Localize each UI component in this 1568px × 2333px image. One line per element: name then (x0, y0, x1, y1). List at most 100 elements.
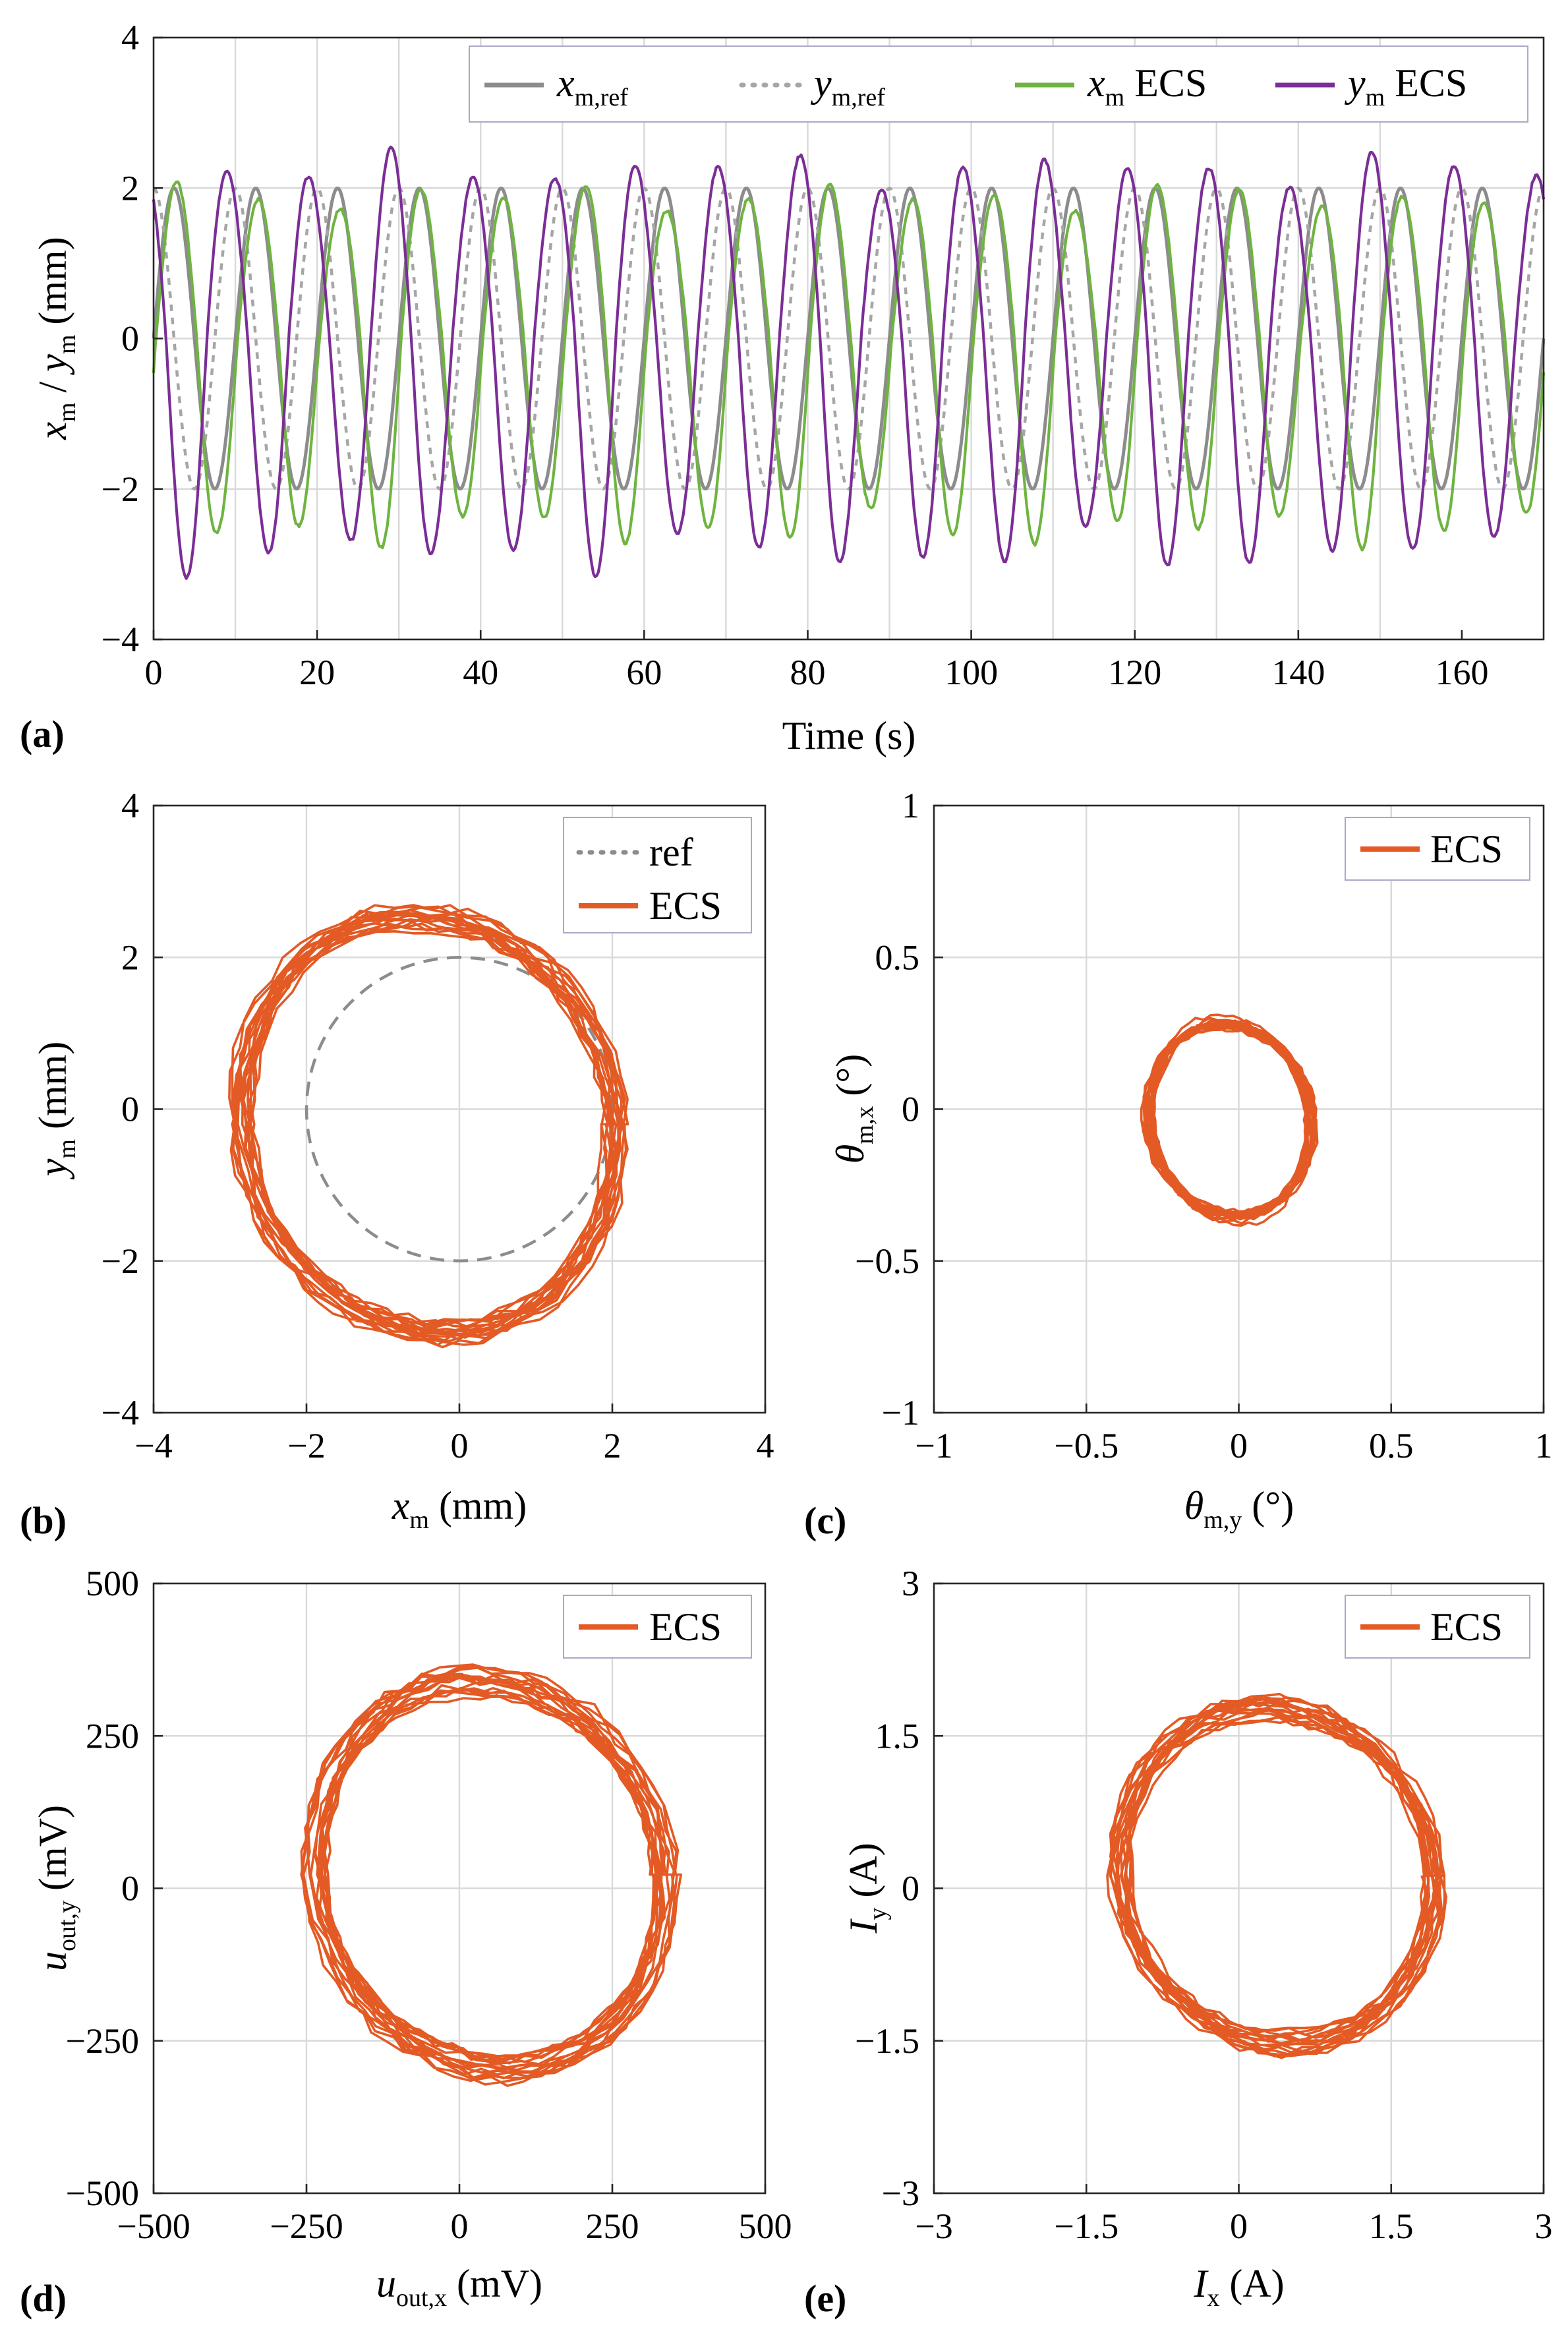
panel-b: −4 −2 0 2 4 −4 −2 0 2 4 ref ECS xm (mm) ym (mm) (… (20, 786, 774, 1542)
panel-b-letter: (b) (20, 1499, 67, 1542)
legend-label-ecs: ECS (1430, 827, 1503, 871)
x-tick-label: −500 (117, 2206, 190, 2246)
y-tick-label: 3 (902, 1564, 919, 1603)
y-tick-label: −2 (102, 1241, 139, 1281)
x-tick-label: −1.5 (1054, 2206, 1118, 2246)
legend-label-y-ecs: ym ECS (1344, 61, 1467, 111)
y-tick-label: 2 (121, 937, 139, 977)
panel-e: −3 −1.5 0 1.5 3 −3 −1.5 0 1.5 3 ECS Ix (A) Iy (A)… (804, 1564, 1553, 2320)
legend-label-ecs: ECS (649, 1605, 722, 1649)
panel-c: −1 −0.5 0 0.5 1 −1 −0.5 0 0.5 1 ECS θm,y (°) θm,x… (804, 786, 1553, 1542)
panel-a-ylabel: xm / ym (mm) (31, 237, 81, 440)
y-tick-label: −3 (882, 2173, 919, 2213)
x-tick-label: 120 (1108, 653, 1161, 692)
y-tick-label: 0.5 (875, 937, 920, 977)
x-tick-label: 1.5 (1369, 2206, 1414, 2246)
panel-d-ylabel: uout,y (mV) (31, 1805, 81, 1971)
x-tick-label: 140 (1271, 653, 1325, 692)
x-tick-label: −1 (915, 1426, 952, 1465)
legend-label-x-ecs: xm ECS (1087, 61, 1207, 111)
y-tick-label: 1.5 (875, 1716, 920, 1756)
panel-a-letter: (a) (20, 713, 65, 755)
x-tick-label: 0 (451, 1426, 469, 1465)
x-tick-label: 0 (1230, 1426, 1248, 1465)
panel-b-legend: ref ECS (563, 817, 752, 933)
y-tick-label: −1 (882, 1393, 919, 1432)
panel-d-xlabel: uout,x (mV) (376, 2262, 542, 2312)
y-tick-label: −4 (102, 620, 139, 659)
series-ecs-trajectory (1106, 1692, 1447, 2059)
y-tick-label: 0 (121, 319, 139, 359)
y-tick-label: −500 (66, 2173, 139, 2213)
panel-c-legend: ECS (1345, 817, 1530, 881)
x-tick-label: 3 (1535, 2206, 1553, 2246)
x-tick-label: 500 (739, 2206, 792, 2246)
panel-e-data (1106, 1692, 1447, 2059)
legend-label-y-ref: ym,ref (810, 61, 885, 111)
x-tick-label: 4 (757, 1426, 774, 1465)
y-tick-label: 2 (121, 168, 139, 208)
y-tick-label: −4 (102, 1393, 139, 1432)
panel-e-ticks: −3 −1.5 0 1.5 3 −3 −1.5 0 1.5 3 (855, 1564, 1552, 2246)
panel-e-xlabel: Ix (A) (1193, 2262, 1284, 2312)
series-ecs-trajectory (300, 1663, 682, 2087)
legend-label-ref: ref (649, 831, 693, 874)
y-tick-label: 0 (902, 1869, 919, 1908)
panel-c-xlabel: θm,y (°) (1184, 1484, 1294, 1534)
series-x-m-ecs-line (152, 180, 1546, 552)
x-tick-label: 2 (604, 1426, 622, 1465)
panel-a-legend: xm,ref ym,ref xm ECS ym ECS (469, 45, 1528, 123)
legend-label-ecs: ECS (649, 884, 722, 928)
x-tick-label: −3 (915, 2206, 952, 2246)
panel-d-data (300, 1663, 682, 2087)
series-ecs-trajectory (1140, 1013, 1319, 1227)
series-y-m-ref-line (152, 187, 1545, 491)
x-tick-label: 60 (626, 653, 662, 692)
panel-a-ticks: 0 20 40 60 80 100 120 140 160 −4 −2 0 2 4 (102, 18, 1489, 692)
panel-c-grid (934, 806, 1544, 1413)
y-tick-label: 0 (121, 1090, 139, 1129)
panel-b-data (228, 904, 629, 1349)
x-tick-label: 0 (451, 2206, 469, 2246)
series-ref-line (305, 956, 614, 1263)
y-tick-label: −0.5 (855, 1241, 919, 1281)
x-tick-label: 1 (1535, 1426, 1553, 1465)
panel-e-letter: (e) (804, 2277, 846, 2320)
panel-e-ylabel: Iy (A) (842, 1843, 892, 1934)
x-tick-label: 0 (1230, 2206, 1248, 2246)
panel-b-ylabel: ym (mm) (31, 1042, 81, 1181)
panel-e-legend: ECS (1345, 1595, 1530, 1659)
series-x-m-ref-line (152, 187, 1546, 490)
panel-a: 0 20 40 60 80 100 120 140 160 −4 −2 0 2 4 xm,ref ym,r… (20, 18, 1546, 757)
panel-b-ticks: −4 −2 0 2 4 −4 −2 0 2 4 (102, 786, 774, 1465)
x-tick-label: 0.5 (1369, 1426, 1414, 1465)
y-tick-label: −1.5 (855, 2021, 919, 2061)
panel-c-ticks: −1 −0.5 0 0.5 1 −1 −0.5 0 0.5 1 (855, 786, 1552, 1465)
panel-d-letter: (d) (20, 2277, 67, 2320)
x-tick-label: −250 (270, 2206, 343, 2246)
panel-b-legend-box (563, 817, 752, 933)
x-tick-label: 100 (944, 653, 998, 692)
y-tick-label: 250 (86, 1716, 139, 1756)
x-tick-label: 160 (1435, 653, 1488, 692)
y-tick-label: −250 (66, 2021, 139, 2061)
panel-d: −500 −250 0 250 500 −500 −250 0 250 500 ECS uout,… (20, 1564, 792, 2320)
x-tick-label: 250 (586, 2206, 639, 2246)
panel-c-letter: (c) (804, 1499, 846, 1542)
x-tick-label: 0 (145, 653, 163, 692)
y-tick-label: −2 (102, 469, 139, 509)
panel-a-legend-box (469, 45, 1528, 123)
panel-b-xlabel: xm (mm) (392, 1484, 527, 1534)
y-tick-label: 1 (902, 786, 919, 825)
panel-c-ylabel: θm,x (°) (828, 1054, 879, 1164)
panel-c-data (1140, 1013, 1319, 1227)
x-tick-label: −0.5 (1054, 1426, 1118, 1465)
y-tick-label: 0 (902, 1090, 919, 1129)
legend-label-x-ref: xm,ref (556, 61, 628, 111)
series-ecs-trajectory (228, 904, 629, 1349)
x-tick-label: −4 (134, 1426, 172, 1465)
x-tick-label: 40 (463, 653, 498, 692)
x-tick-label: 20 (299, 653, 335, 692)
y-tick-label: 500 (86, 1564, 139, 1603)
